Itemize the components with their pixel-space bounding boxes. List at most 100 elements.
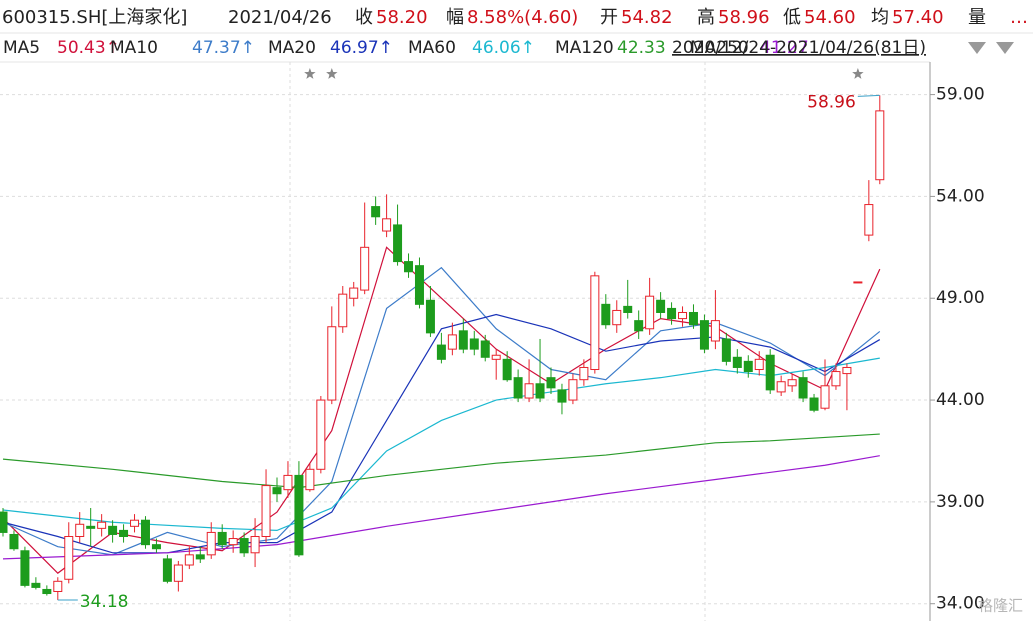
candle-body — [305, 468, 315, 491]
candle-body — [667, 307, 677, 320]
field-value: 57.40 — [892, 7, 944, 28]
candle-body — [86, 525, 96, 529]
candle-body — [195, 554, 205, 560]
candle-body — [75, 523, 85, 538]
candle-body — [130, 519, 140, 527]
candle-body — [360, 246, 370, 291]
candle-body — [798, 377, 808, 399]
event-star — [326, 68, 338, 79]
candle-body — [447, 334, 457, 350]
candle-body — [173, 564, 183, 582]
candle-body — [119, 529, 129, 538]
candle-body — [601, 303, 611, 326]
candle-body — [480, 340, 490, 358]
candle-body — [831, 371, 841, 387]
dropdown-arrow[interactable] — [968, 42, 986, 54]
field-label: 开 — [600, 7, 618, 28]
candle-body — [436, 344, 446, 360]
candle-body — [502, 358, 512, 381]
annotation-label: 58.96 — [807, 92, 856, 112]
candle-body — [710, 320, 720, 342]
candle-body — [261, 485, 271, 538]
candle-body — [151, 544, 161, 550]
candle-body — [754, 358, 764, 371]
candle-body — [20, 550, 30, 586]
candle-body — [623, 305, 633, 313]
legend-value: 46.06↑ — [472, 38, 535, 58]
candle-body — [864, 204, 874, 236]
candle-body — [842, 366, 852, 375]
candle-body — [590, 275, 600, 371]
y-tick-label: 34.00 — [936, 594, 985, 614]
field-value: 58.96 — [718, 7, 770, 28]
candle-body — [162, 558, 172, 582]
candle-body — [393, 224, 403, 263]
ma-line — [2, 313, 881, 554]
candle-body — [579, 366, 589, 381]
legend-name: MA250 — [690, 38, 749, 58]
dropdown-arrow[interactable] — [996, 42, 1014, 54]
candle-body — [458, 330, 468, 350]
candle-body — [820, 385, 830, 409]
candle-body — [97, 521, 107, 529]
candle-body — [524, 383, 534, 399]
legend-name: MA60 — [408, 38, 456, 58]
field-label: 幅 — [446, 7, 464, 28]
candle-body — [853, 281, 863, 284]
candle-body — [316, 399, 326, 470]
candle-body — [0, 511, 8, 533]
candle-body — [9, 533, 19, 550]
legend-name: MA20 — [268, 38, 316, 58]
candle-body — [404, 261, 414, 273]
candle-body — [371, 206, 381, 218]
candle-body — [743, 360, 753, 373]
candle-body — [557, 389, 567, 403]
candle-body — [140, 519, 150, 546]
field-value: 54.60 — [804, 7, 856, 28]
legend-value: 50.43↑ — [57, 38, 120, 58]
legend-name: MA120 — [555, 38, 614, 58]
candle-body — [228, 538, 238, 546]
y-tick-label: 44.00 — [936, 390, 985, 410]
y-tick-label: 59.00 — [936, 85, 985, 105]
candle-body — [787, 379, 797, 387]
volume-label: 量 — [968, 7, 986, 28]
field-label: 低 — [783, 7, 801, 28]
candle-body — [349, 287, 359, 299]
y-tick-label: 54.00 — [936, 186, 985, 206]
candle-body — [721, 338, 731, 362]
candle-body — [283, 474, 293, 491]
candle-body — [53, 580, 63, 592]
legend-name: MA5 — [3, 38, 40, 58]
candle-body — [513, 377, 523, 399]
candle-body — [568, 379, 578, 401]
candle-body — [184, 554, 194, 566]
field-label: 高 — [697, 7, 715, 28]
candle-body — [809, 397, 819, 411]
event-star — [304, 68, 316, 79]
candle-body — [469, 338, 479, 350]
candle-body — [645, 295, 655, 330]
event-star — [852, 68, 864, 79]
candle-body — [875, 110, 885, 181]
field-label: 均 — [871, 7, 889, 28]
candle-body — [31, 582, 41, 588]
candle-body — [425, 299, 435, 334]
candle-body — [108, 525, 118, 535]
legend-value: 42.33 — [617, 38, 666, 58]
ma-line — [2, 357, 880, 531]
candle-body — [382, 218, 392, 232]
more: … — [1010, 7, 1028, 28]
field-value: 8.58%(4.60) — [467, 7, 578, 28]
y-tick-label: 39.00 — [936, 492, 985, 512]
date-range: 2020/12/24-2021/04/26(81日) — [672, 38, 926, 58]
annotation-leader — [857, 94, 880, 97]
candle-body — [634, 320, 644, 332]
watermark: 格隆汇 — [978, 597, 1023, 615]
legend-name: MA10 — [110, 38, 158, 58]
stock-code: 600315.SH[上海家化] — [2, 7, 187, 28]
candle-body — [546, 377, 556, 389]
candle-body — [699, 320, 709, 350]
candle-body — [656, 299, 666, 313]
